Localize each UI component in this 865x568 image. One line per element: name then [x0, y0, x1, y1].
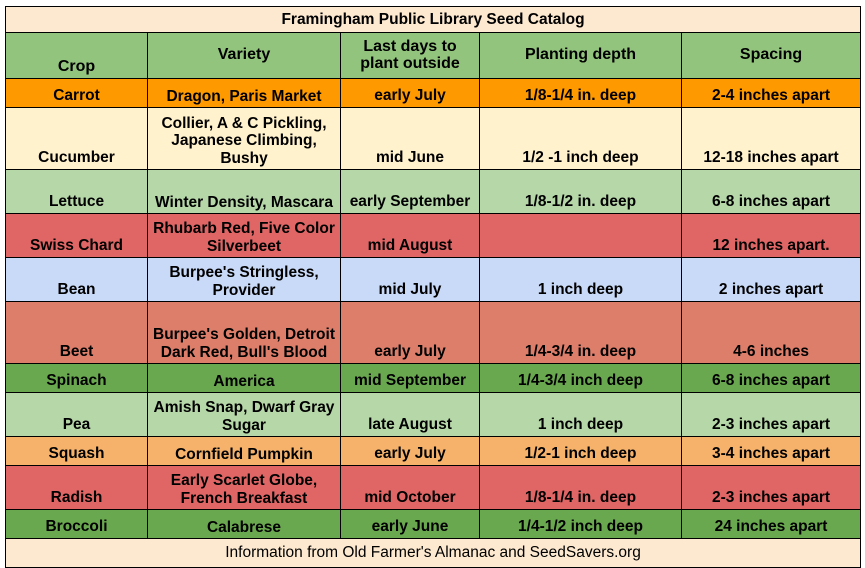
seed-catalog-table: Framingham Public Library Seed Catalog C… [4, 6, 862, 568]
table-row: Spinach America mid September 1/4-3/4 inch … [5, 363, 862, 393]
crop-cell: Radish [5, 465, 148, 510]
variety-cell: Burpee's Stringless, Provider [147, 257, 341, 302]
crop-cell: Broccoli [5, 509, 148, 539]
last-days-cell: mid September [340, 363, 480, 393]
crop-cell: Squash [5, 436, 148, 466]
spacing-cell: 2-4 inches apart [680, 78, 862, 108]
footer-source: Information from Old Farmer's Almanac an… [4, 538, 862, 568]
last-days-cell: mid July [340, 257, 480, 302]
table-title: Framingham Public Library Seed Catalog [4, 6, 862, 33]
crop-cell: Lettuce [5, 169, 148, 214]
planting-depth-cell: 1/4-3/4 in. deep [479, 301, 682, 364]
variety-cell: Winter Density, Mascara [147, 169, 341, 214]
last-days-cell: early September [340, 169, 480, 214]
table-row: Bean Burpee's Stringless, Provider mid Jul… [5, 257, 862, 302]
table-row: Pea Amish Snap, Dwarf Gray Sugar late Augu… [5, 392, 862, 437]
planting-depth-cell: 1/8-1/4 in. deep [479, 465, 682, 510]
last-days-cell: early July [340, 78, 480, 108]
table-row: Swiss Chard Rhubarb Red, Five Color Silve… [5, 213, 862, 258]
crop-cell: Beet [5, 301, 148, 364]
table-row: Carrot Dragon, Paris Market early July 1/8-… [5, 78, 862, 108]
variety-cell: Dragon, Paris Market [147, 78, 341, 108]
spacing-cell: 6-8 inches apart [680, 169, 862, 214]
planting-depth-cell: 1/8-1/2 in. deep [479, 169, 682, 214]
last-days-cell: mid August [340, 213, 480, 258]
variety-cell: Collier, A & C Pickling, Japanese Climbi… [147, 107, 341, 170]
header-planting-depth: Planting depth [479, 32, 682, 79]
last-days-cell: mid June [340, 107, 480, 170]
planting-depth-cell: 1 inch deep [479, 392, 682, 437]
spacing-cell: 12 inches apart. [680, 213, 862, 258]
last-days-cell: late August [340, 392, 480, 437]
header-last-days: Last days to plant outside [340, 32, 480, 79]
variety-cell: Early Scarlet Globe, French Breakfast [147, 465, 341, 510]
spacing-cell: 24 inches apart [680, 509, 862, 539]
last-days-cell: early June [340, 509, 480, 539]
table-row: Lettuce Winter Density, Mascara early Sept… [5, 169, 862, 214]
spacing-cell: 2-3 inches apart [680, 392, 862, 437]
table-row: Beet Burpee's Golden, Detroit Dark Red, B… [5, 301, 862, 364]
table-row: Cucumber Collier, A & C Pickling, Japanes… [5, 107, 862, 170]
crop-cell: Bean [5, 257, 148, 302]
header-variety: Variety [147, 32, 341, 79]
last-days-cell: early July [340, 301, 480, 364]
table-row: Squash Cornfield Pumpkin early July 1/2-1 i… [5, 436, 862, 466]
table-row: Broccoli Calabrese early June 1/4-1/2 inch … [5, 509, 862, 539]
footer-row: Information from Old Farmer's Almanac an… [4, 538, 862, 568]
planting-depth-cell: 1/4-3/4 inch deep [479, 363, 682, 393]
title-row: Framingham Public Library Seed Catalog [4, 6, 862, 33]
planting-depth-cell: 1/8-1/4 in. deep [479, 78, 682, 108]
planting-depth-cell: 1/2-1 inch deep [479, 436, 682, 466]
planting-depth-cell: 1/4-1/2 inch deep [479, 509, 682, 539]
spacing-cell: 4-6 inches [680, 301, 862, 364]
planting-depth-cell [479, 213, 682, 258]
header-spacing: Spacing [680, 32, 862, 79]
spacing-cell: 2 inches apart [680, 257, 862, 302]
variety-cell: Calabrese [147, 509, 341, 539]
spacing-cell: 2-3 inches apart [680, 465, 862, 510]
last-days-cell: mid October [340, 465, 480, 510]
spacing-cell: 12-18 inches apart [680, 107, 862, 170]
spacing-cell: 6-8 inches apart [680, 363, 862, 393]
variety-cell: Amish Snap, Dwarf Gray Sugar [147, 392, 341, 437]
crop-cell: Carrot [5, 78, 148, 108]
variety-cell: Burpee's Golden, Detroit Dark Red, Bull'… [147, 301, 341, 364]
header-row: Crop Variety Last days to plant outside … [5, 32, 862, 79]
spacing-cell: 3-4 inches apart [680, 436, 862, 466]
variety-cell: America [147, 363, 341, 393]
planting-depth-cell: 1 inch deep [479, 257, 682, 302]
crop-cell: Spinach [5, 363, 148, 393]
variety-cell: Rhubarb Red, Five Color Silverbeet [147, 213, 341, 258]
crop-cell: Pea [5, 392, 148, 437]
crop-cell: Cucumber [5, 107, 148, 170]
variety-cell: Cornfield Pumpkin [147, 436, 341, 466]
crop-cell: Swiss Chard [5, 213, 148, 258]
last-days-cell: early July [340, 436, 480, 466]
table-row: Radish Early Scarlet Globe, French Breakf… [5, 465, 862, 510]
planting-depth-cell: 1/2 -1 inch deep [479, 107, 682, 170]
header-crop: Crop [5, 32, 148, 79]
